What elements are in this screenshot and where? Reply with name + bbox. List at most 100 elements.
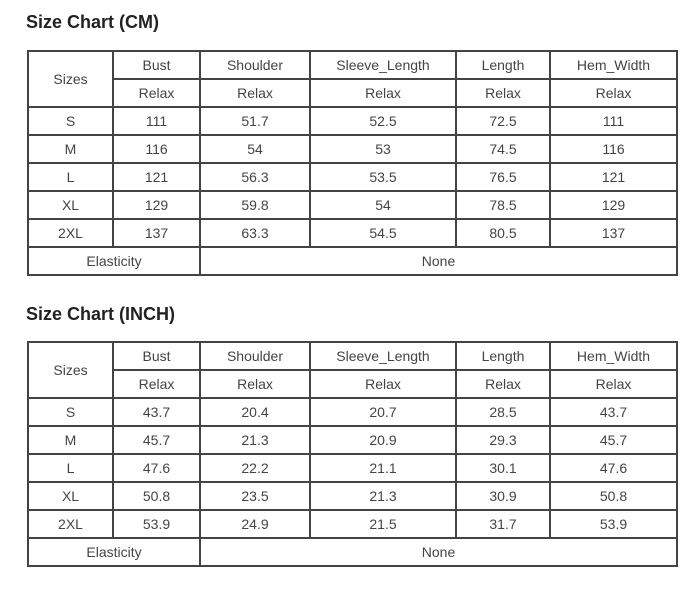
fit-subheader: Relax (112, 78, 201, 108)
measurement-cell: 129 (112, 190, 201, 220)
table-row: M 45.7 21.3 20.9 29.3 45.7 (27, 425, 678, 455)
measurement-cell: 53 (309, 134, 457, 164)
size-label: S (27, 106, 114, 136)
measurement-cell: 43.7 (549, 397, 678, 427)
fit-subheader: Relax (455, 369, 551, 399)
size-label: L (27, 162, 114, 192)
subheader-row: Relax Relax Relax Relax Relax (28, 78, 678, 108)
measurement-cell: 72.5 (455, 106, 551, 136)
table-row: L 47.6 22.2 21.1 30.1 47.6 (27, 453, 678, 483)
elasticity-value: None (199, 537, 678, 567)
table-row: 2XL 137 63.3 54.5 80.5 137 (27, 218, 678, 248)
table-row: M 116 54 53 74.5 116 (27, 134, 678, 164)
column-header: Bust (112, 341, 201, 371)
measurement-cell: 20.7 (309, 397, 457, 427)
measurement-cell: 47.6 (549, 453, 678, 483)
measurement-cell: 111 (549, 106, 678, 136)
size-label: XL (27, 190, 114, 220)
size-chart-table: Sizes Bust Shoulder Sleeve_Length Length Hem_… (27, 341, 678, 567)
measurement-cell: 53.9 (112, 509, 201, 539)
fit-subheader: Relax (549, 369, 678, 399)
measurement-cell: 54 (309, 190, 457, 220)
sizes-header: Sizes (27, 341, 114, 399)
measurement-cell: 129 (549, 190, 678, 220)
measurement-cell: 45.7 (549, 425, 678, 455)
column-header: Sleeve_Length (309, 50, 457, 80)
measurement-cell: 50.8 (112, 481, 201, 511)
measurement-cell: 121 (549, 162, 678, 192)
measurement-cell: 63.3 (199, 218, 311, 248)
column-header: Length (455, 50, 551, 80)
measurement-cell: 137 (549, 218, 678, 248)
measurement-cell: 21.1 (309, 453, 457, 483)
elasticity-label: Elasticity (27, 246, 201, 276)
measurement-cell: 21.3 (199, 425, 311, 455)
measurement-cell: 30.9 (455, 481, 551, 511)
size-chart-table: Sizes Bust Shoulder Sleeve_Length Length Hem_… (27, 50, 678, 276)
measurement-cell: 80.5 (455, 218, 551, 248)
measurement-cell: 22.2 (199, 453, 311, 483)
subheader-row: Relax Relax Relax Relax Relax (28, 369, 678, 399)
header-row: Sizes Bust Shoulder Sleeve_Length Length Hem_… (27, 50, 678, 108)
table-row: 2XL 53.9 24.9 21.5 31.7 53.9 (27, 509, 678, 539)
measurement-cell: 59.8 (199, 190, 311, 220)
column-header: Shoulder (199, 341, 311, 371)
column-header: Sleeve_Length (309, 341, 457, 371)
column-header: Length (455, 341, 551, 371)
fit-subheader: Relax (309, 369, 457, 399)
measurement-cell: 53.9 (549, 509, 678, 539)
size-chart-title: Size Chart (CM) (26, 12, 160, 32)
fit-subheader: Relax (309, 78, 457, 108)
measurement-cell: 53.5 (309, 162, 457, 192)
elasticity-row: Elasticity None (27, 537, 678, 567)
column-header: Hem_Width (549, 341, 678, 371)
measurement-cell: 24.9 (199, 509, 311, 539)
measurement-cell: 78.5 (455, 190, 551, 220)
measurement-cell: 31.7 (455, 509, 551, 539)
table-row: S 43.7 20.4 20.7 28.5 43.7 (27, 397, 678, 427)
column-header: Hem_Width (549, 50, 678, 80)
size-label: S (27, 397, 114, 427)
measurement-cell: 23.5 (199, 481, 311, 511)
measurement-cell: 52.5 (309, 106, 457, 136)
measurement-cell: 29.3 (455, 425, 551, 455)
fit-subheader: Relax (549, 78, 678, 108)
measurement-cell: 20.4 (199, 397, 311, 427)
measurement-cell: 116 (112, 134, 201, 164)
fit-subheader: Relax (112, 369, 201, 399)
measurement-cell: 28.5 (455, 397, 551, 427)
measurement-cell: 76.5 (455, 162, 551, 192)
fit-subheader: Relax (199, 369, 311, 399)
measurement-cell: 20.9 (309, 425, 457, 455)
measurement-cell: 21.5 (309, 509, 457, 539)
measurement-cell: 21.3 (309, 481, 457, 511)
size-label: M (27, 134, 114, 164)
measurement-cell: 30.1 (455, 453, 551, 483)
measurement-cell: 121 (112, 162, 201, 192)
column-header: Shoulder (199, 50, 311, 80)
size-label: 2XL (27, 218, 114, 248)
elasticity-label: Elasticity (27, 537, 201, 567)
table-row: XL 129 59.8 54 78.5 129 (27, 190, 678, 220)
measurement-cell: 137 (112, 218, 201, 248)
table-row: XL 50.8 23.5 21.3 30.9 50.8 (27, 481, 678, 511)
fit-subheader: Relax (455, 78, 551, 108)
size-label: 2XL (27, 509, 114, 539)
measurement-cell: 43.7 (112, 397, 201, 427)
measurement-cell: 111 (112, 106, 201, 136)
measurement-cell: 74.5 (455, 134, 551, 164)
measurement-cell: 54 (199, 134, 311, 164)
size-label: XL (27, 481, 114, 511)
sizes-header: Sizes (27, 50, 114, 108)
header-row: Sizes Bust Shoulder Sleeve_Length Length Hem_… (27, 341, 678, 399)
measurement-cell: 54.5 (309, 218, 457, 248)
size-chart-title: Size Chart (INCH) (26, 304, 176, 324)
column-header: Bust (112, 50, 201, 80)
measurement-cell: 47.6 (112, 453, 201, 483)
measurement-cell: 116 (549, 134, 678, 164)
fit-subheader: Relax (199, 78, 311, 108)
elasticity-row: Elasticity None (27, 246, 678, 276)
measurement-cell: 56.3 (199, 162, 311, 192)
size-label: L (27, 453, 114, 483)
elasticity-value: None (199, 246, 678, 276)
